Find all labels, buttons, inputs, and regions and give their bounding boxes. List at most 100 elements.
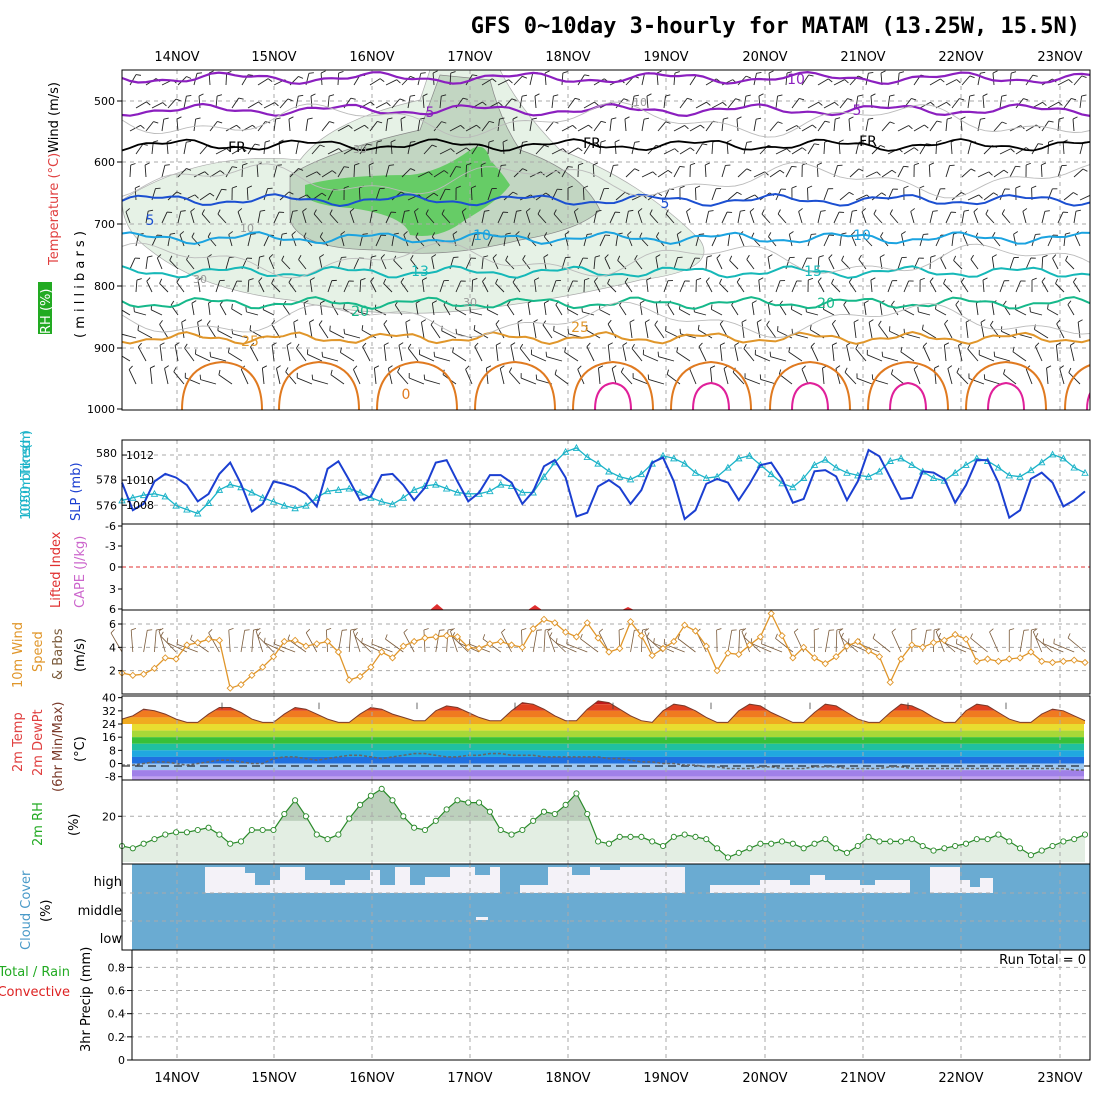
temp-tick-label: -8 <box>105 771 116 784</box>
surface-wind-barb-flag <box>521 628 527 631</box>
wind-barb-flag <box>544 300 549 304</box>
wind-barb <box>863 236 873 247</box>
temperature-contour <box>122 138 1090 152</box>
wind-barb <box>689 369 697 385</box>
wind-speed-point <box>442 632 451 640</box>
wind-speed-point <box>810 654 819 662</box>
wind-barb <box>739 234 745 247</box>
wind-barb-flag <box>400 116 406 120</box>
wind-barb-flag <box>588 124 593 129</box>
thickness-point <box>172 501 180 509</box>
wind-barb-flag <box>1065 255 1069 261</box>
wind-barb <box>716 257 723 270</box>
wind-barb-flag <box>343 185 349 189</box>
wind-barb-flag <box>844 79 849 84</box>
wind-ylabel-units: (m/s) <box>73 638 88 672</box>
contour-label: 15 <box>804 264 822 280</box>
wind-barb-flag <box>484 209 490 212</box>
wind-barb <box>561 125 573 132</box>
wind-barb <box>441 330 457 339</box>
wind-barb <box>770 356 787 362</box>
thickness-point <box>334 485 343 493</box>
wind-speed-point <box>919 643 927 651</box>
wind-barb <box>727 234 731 247</box>
wind-barb <box>1073 168 1084 178</box>
wind-barb <box>505 260 515 270</box>
rh-point <box>941 845 948 852</box>
contour-label: 30 <box>463 296 477 309</box>
cloud-clear-gap <box>490 867 500 893</box>
wind-barb <box>1073 75 1083 86</box>
wind-barb <box>513 75 523 86</box>
wind-barb-flag <box>808 277 814 281</box>
wind-speed-point <box>161 654 169 662</box>
wind-barb-flag <box>756 319 762 323</box>
wind-barb <box>1009 166 1016 178</box>
wind-tick-label: 6 <box>109 618 116 631</box>
wind-barb <box>310 96 313 109</box>
rh-point <box>768 840 775 847</box>
wind-barb-flag <box>944 342 950 346</box>
wind-barb-flag <box>489 120 495 124</box>
wind-barb <box>408 377 425 385</box>
wind-barb-flag <box>396 79 401 84</box>
wind-barb <box>369 78 381 86</box>
wind-barb-flag <box>357 306 359 312</box>
surface-wind-barb <box>547 631 556 653</box>
surface-wind-barb <box>891 631 902 653</box>
surface-wind-barb <box>598 632 610 653</box>
wind-barb-flag <box>201 209 205 215</box>
wind-barb <box>520 377 537 385</box>
wind-barb <box>311 144 321 155</box>
wind-barb-flag <box>567 185 573 189</box>
wind-barb <box>624 119 627 132</box>
wind-barb <box>397 371 409 385</box>
rh-point <box>638 833 645 840</box>
wind-barb <box>743 348 755 362</box>
surface-wind-barb-flag <box>228 628 234 631</box>
wind-barb <box>657 169 669 178</box>
wind-barb-flag <box>310 93 316 97</box>
wind-barb <box>231 147 243 155</box>
wind-barb-flag <box>921 324 924 330</box>
wind-barb <box>999 188 1006 201</box>
wind-barb <box>983 192 994 201</box>
wind-barb-flag <box>1048 120 1054 123</box>
wind-barb-flag <box>146 277 151 282</box>
precip-ylabel-precip: 3hr Precip (mm) <box>79 947 94 1052</box>
wind-barb <box>1009 257 1015 270</box>
wind-barb-flag <box>320 300 326 304</box>
surface-wind-barb <box>348 630 352 653</box>
wind-barb <box>807 187 809 201</box>
wind-barb-flag <box>176 191 182 195</box>
wind-barb <box>125 211 131 224</box>
top-date-label: 14NOV <box>154 50 199 65</box>
wind-barb-flag <box>1015 328 1018 334</box>
wind-barb <box>615 191 626 201</box>
wind-axis: 642 <box>109 618 122 678</box>
wind-barb-flag <box>992 232 996 237</box>
wind-barb <box>353 257 360 270</box>
wind-barb-flag <box>207 232 211 238</box>
wind-barb-flag <box>768 232 772 237</box>
wind-barb-flag <box>499 117 505 120</box>
wind-barb-flag <box>634 254 638 260</box>
wind-barb <box>620 371 633 385</box>
wind-barb <box>502 142 505 155</box>
wind-barb <box>753 171 766 178</box>
wind-barb-flag <box>393 232 399 235</box>
thickness-point <box>615 472 624 480</box>
rh-point <box>227 840 234 847</box>
wind-barb <box>910 211 915 224</box>
wind-barb <box>497 165 502 178</box>
surface-wind-barb <box>166 642 188 653</box>
wind-barb-flag <box>374 365 380 369</box>
wind-barb <box>250 346 259 362</box>
surface-wind-barb <box>738 630 741 653</box>
wind-barb-flag <box>812 124 817 129</box>
pressure-tick-label: 600 <box>94 156 115 169</box>
wind-barb <box>337 124 349 132</box>
contour-label: 0 <box>402 387 411 403</box>
wind-barb <box>807 143 815 155</box>
